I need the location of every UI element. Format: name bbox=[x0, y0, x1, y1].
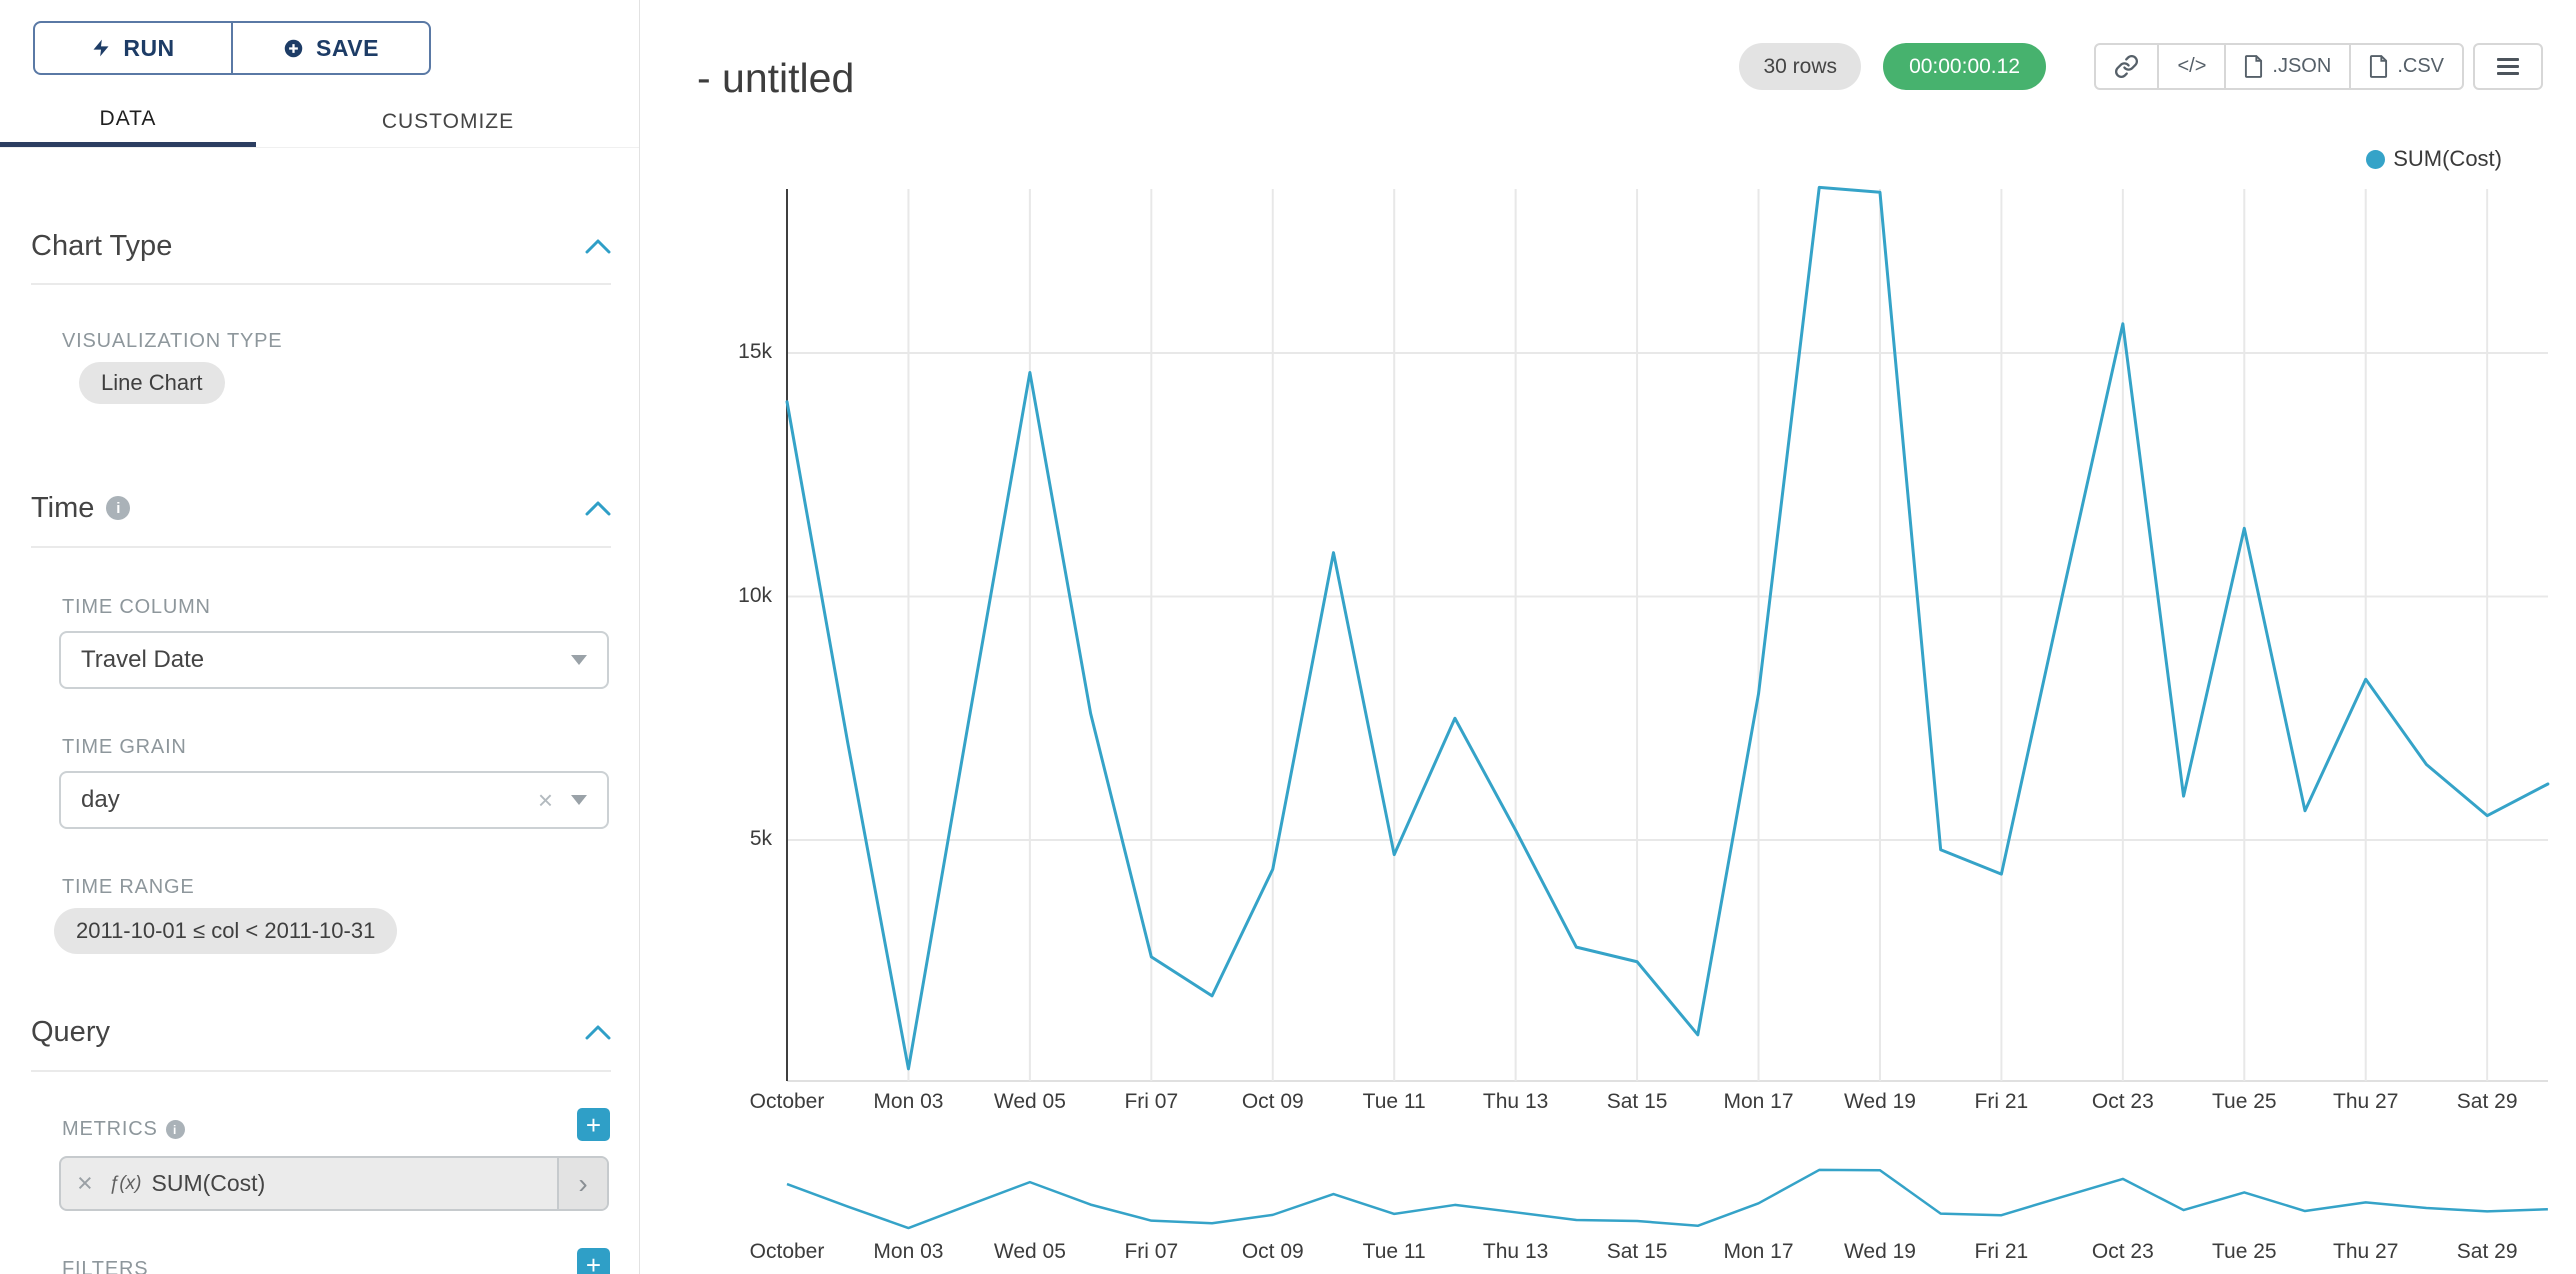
file-icon bbox=[2244, 55, 2263, 78]
info-icon: i bbox=[106, 496, 131, 520]
divider bbox=[31, 546, 611, 548]
hamburger-icon bbox=[2497, 58, 2519, 61]
chevron-down-icon bbox=[571, 655, 587, 665]
row-count-badge: 30 rows bbox=[1739, 43, 1861, 90]
section-title-query: Query bbox=[31, 1015, 110, 1048]
clear-icon[interactable]: × bbox=[537, 785, 553, 815]
metrics-label: METRICS i bbox=[62, 1118, 185, 1141]
section-chart-type-header: Chart Type bbox=[31, 226, 611, 266]
export-toolbar: </> .JSON .CSV bbox=[2094, 43, 2464, 90]
link-icon bbox=[2114, 54, 2139, 79]
chevron-right-icon[interactable]: › bbox=[557, 1158, 607, 1209]
chevron-up-icon[interactable] bbox=[585, 500, 611, 517]
panel-tabs: DATA CUSTOMIZE bbox=[0, 96, 639, 148]
legend-swatch bbox=[2366, 149, 2386, 169]
tab-customize[interactable]: CUSTOMIZE bbox=[381, 109, 515, 133]
time-grain-value: day bbox=[81, 786, 120, 813]
chevron-down-icon bbox=[571, 795, 587, 805]
menu-button[interactable] bbox=[2473, 43, 2543, 90]
query-timer-badge: 00:00:00.12 bbox=[1883, 43, 2046, 90]
control-panel: RUN SAVE DATA CUSTOMIZE Chart Type VISUA… bbox=[0, 0, 640, 1274]
export-json-label: .JSON bbox=[2272, 55, 2332, 77]
metric-item[interactable]: × ƒ(x) SUM(Cost) › bbox=[59, 1156, 609, 1211]
section-title-chart-type: Chart Type bbox=[31, 229, 173, 262]
divider bbox=[31, 283, 611, 285]
time-column-value: Travel Date bbox=[81, 646, 205, 673]
chart-title: - untitled bbox=[697, 55, 855, 102]
function-icon: ƒ(x) bbox=[108, 1172, 142, 1194]
code-icon: </> bbox=[2177, 55, 2207, 77]
export-csv-label: .CSV bbox=[2397, 55, 2444, 77]
viz-type-label: VISUALIZATION TYPE bbox=[62, 330, 283, 352]
embed-code-button[interactable]: </> bbox=[2157, 43, 2227, 90]
save-button-label: SAVE bbox=[316, 34, 379, 61]
section-query-header: Query bbox=[31, 1012, 611, 1052]
run-button[interactable]: RUN bbox=[33, 21, 231, 75]
divider bbox=[31, 1070, 611, 1072]
time-grain-label: TIME GRAIN bbox=[62, 736, 187, 758]
main-series-line bbox=[785, 185, 2550, 1071]
save-button[interactable]: SAVE bbox=[231, 21, 431, 75]
chevron-up-icon[interactable] bbox=[585, 1024, 611, 1041]
bolt-icon bbox=[91, 37, 111, 59]
plus-circle-icon bbox=[283, 38, 304, 59]
filters-label: FILTERS bbox=[62, 1258, 149, 1274]
file-icon bbox=[2369, 55, 2388, 78]
viz-type-pill[interactable]: Line Chart bbox=[79, 362, 225, 404]
section-time-header: Time i bbox=[31, 488, 611, 528]
legend-item[interactable]: SUM(Cost) bbox=[2366, 146, 2502, 172]
export-json-button[interactable]: .JSON bbox=[2224, 43, 2352, 90]
mini-brush-series-line[interactable] bbox=[786, 1168, 2548, 1230]
time-column-label: TIME COLUMN bbox=[62, 596, 211, 618]
time-range-pill[interactable]: 2011-10-01 ≤ col < 2011-10-31 bbox=[54, 908, 398, 954]
export-csv-button[interactable]: .CSV bbox=[2349, 43, 2464, 90]
chart-gridlines bbox=[786, 189, 2548, 1082]
tab-data[interactable]: DATA bbox=[0, 96, 256, 147]
remove-icon[interactable]: × bbox=[77, 1168, 93, 1198]
query-actions: RUN SAVE bbox=[33, 21, 431, 75]
time-column-select[interactable]: Travel Date bbox=[59, 631, 609, 689]
time-range-label: TIME RANGE bbox=[62, 876, 195, 898]
add-filter-button[interactable]: + bbox=[577, 1248, 610, 1274]
run-button-label: RUN bbox=[123, 34, 175, 61]
add-metric-button[interactable]: + bbox=[577, 1108, 610, 1141]
legend-label: SUM(Cost) bbox=[2393, 146, 2502, 171]
section-title-time: Time i bbox=[31, 492, 131, 525]
time-grain-select[interactable]: day × bbox=[59, 771, 609, 829]
chevron-up-icon[interactable] bbox=[585, 238, 611, 255]
info-icon: i bbox=[165, 1120, 185, 1139]
metric-label: SUM(Cost) bbox=[151, 1170, 266, 1196]
